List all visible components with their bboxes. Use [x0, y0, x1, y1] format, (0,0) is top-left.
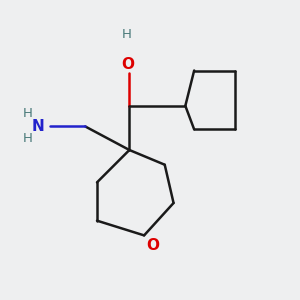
Text: O: O	[146, 238, 159, 253]
Text: H: H	[122, 28, 131, 41]
Text: O: O	[122, 57, 134, 72]
Text: H: H	[23, 132, 33, 145]
Text: H: H	[23, 107, 33, 120]
Text: N: N	[31, 119, 44, 134]
